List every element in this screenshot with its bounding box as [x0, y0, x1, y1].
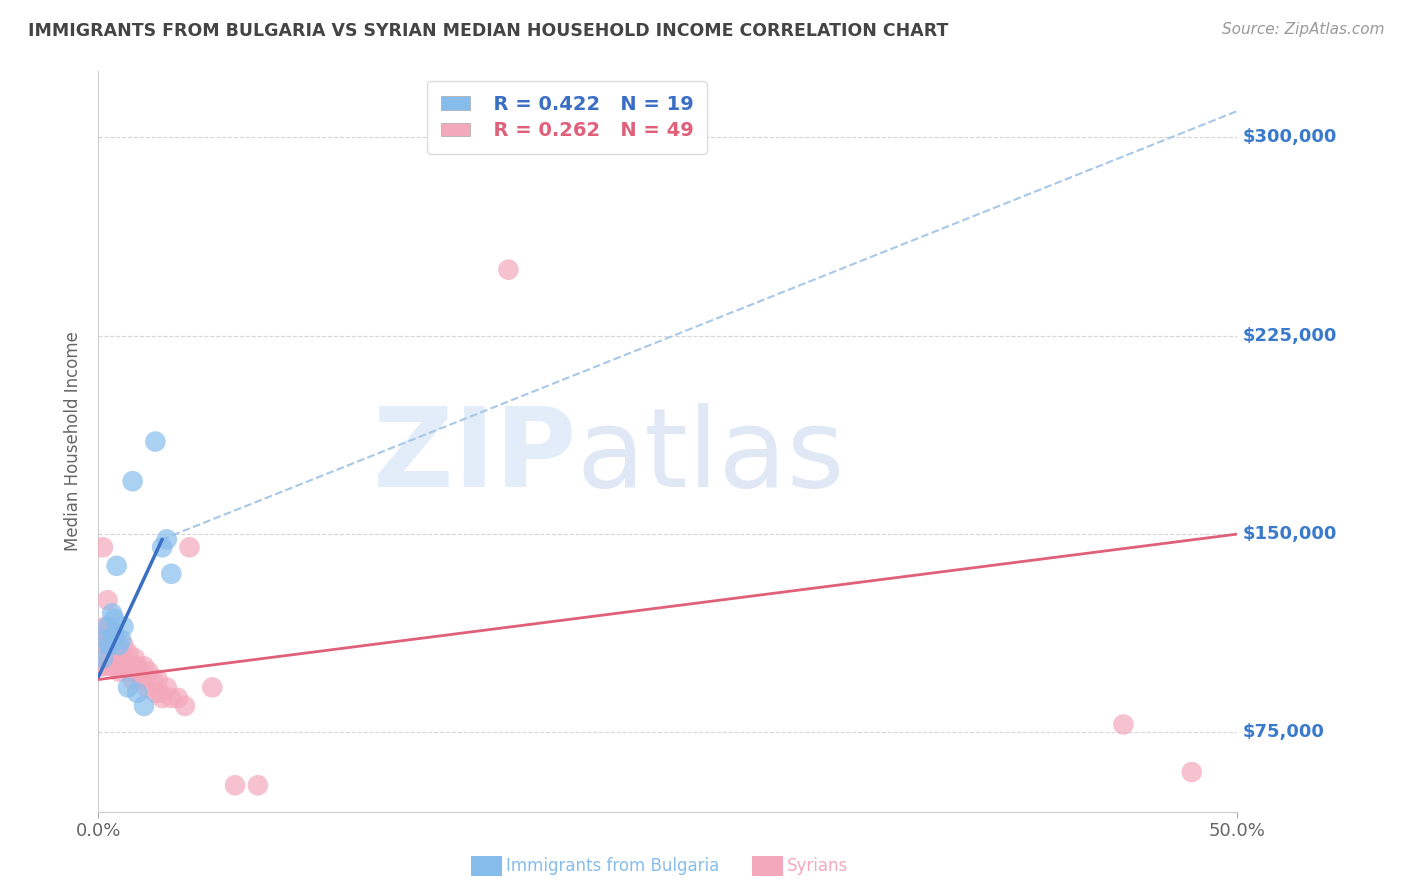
Point: [224, 778, 246, 792]
Point: [96, 593, 118, 607]
Point: [96, 632, 118, 647]
Point: [124, 651, 146, 665]
Point: [112, 654, 135, 668]
Point: [498, 262, 520, 277]
Point: [103, 638, 125, 652]
Point: [110, 632, 132, 647]
Point: [110, 651, 132, 665]
Point: [112, 638, 135, 652]
Point: [103, 612, 125, 626]
Point: [103, 659, 125, 673]
Point: [117, 646, 139, 660]
Point: [150, 691, 173, 706]
Text: Syrians: Syrians: [787, 857, 849, 875]
Point: [90, 659, 112, 673]
Point: [142, 673, 165, 687]
Point: [112, 620, 135, 634]
Point: [145, 434, 167, 449]
Point: [149, 686, 172, 700]
Point: [179, 541, 201, 555]
Point: [98, 620, 121, 634]
Point: [91, 651, 114, 665]
Point: [110, 659, 132, 673]
Point: [94, 659, 117, 673]
Point: [91, 638, 114, 652]
Point: [160, 691, 183, 706]
Text: atlas: atlas: [576, 403, 845, 510]
Point: [98, 638, 121, 652]
Point: [117, 681, 139, 695]
Point: [108, 638, 131, 652]
Point: [160, 566, 183, 581]
Point: [127, 686, 149, 700]
Text: Source: ZipAtlas.com: Source: ZipAtlas.com: [1222, 22, 1385, 37]
Point: [96, 620, 118, 634]
Point: [121, 673, 143, 687]
Point: [121, 659, 143, 673]
Point: [132, 659, 155, 673]
Point: [94, 632, 117, 647]
Point: [103, 627, 125, 641]
Point: [150, 541, 173, 555]
Text: ZIP: ZIP: [374, 403, 576, 510]
Point: [167, 691, 190, 706]
Point: [120, 665, 142, 679]
Point: [94, 620, 117, 634]
Point: [101, 607, 124, 621]
Point: [1112, 717, 1135, 731]
Point: [105, 558, 128, 573]
Point: [1181, 765, 1204, 780]
Point: [138, 665, 160, 679]
Point: [105, 638, 128, 652]
Text: Immigrants from Bulgaria: Immigrants from Bulgaria: [506, 857, 720, 875]
Point: [201, 681, 224, 695]
Legend:   R = 0.422   N = 19,   R = 0.262   N = 49: R = 0.422 N = 19, R = 0.262 N = 49: [427, 81, 707, 154]
Point: [135, 681, 157, 695]
Point: [156, 533, 179, 547]
Point: [246, 778, 269, 792]
Point: [105, 651, 128, 665]
Point: [156, 681, 179, 695]
Point: [145, 686, 167, 700]
Point: [146, 673, 169, 687]
Text: $150,000: $150,000: [1243, 525, 1337, 543]
Text: $225,000: $225,000: [1243, 326, 1337, 345]
Point: [91, 541, 114, 555]
Point: [105, 646, 128, 660]
Y-axis label: Median Household Income: Median Household Income: [65, 332, 83, 551]
Point: [98, 646, 121, 660]
Point: [174, 698, 197, 713]
Point: [101, 659, 124, 673]
Point: [101, 627, 124, 641]
Text: $75,000: $75,000: [1243, 723, 1324, 741]
Point: [114, 659, 136, 673]
Point: [108, 665, 131, 679]
Text: IMMIGRANTS FROM BULGARIA VS SYRIAN MEDIAN HOUSEHOLD INCOME CORRELATION CHART: IMMIGRANTS FROM BULGARIA VS SYRIAN MEDIA…: [28, 22, 949, 40]
Point: [132, 698, 155, 713]
Point: [128, 665, 150, 679]
Point: [127, 659, 149, 673]
Point: [131, 673, 153, 687]
Text: $300,000: $300,000: [1243, 128, 1337, 146]
Point: [121, 474, 143, 488]
